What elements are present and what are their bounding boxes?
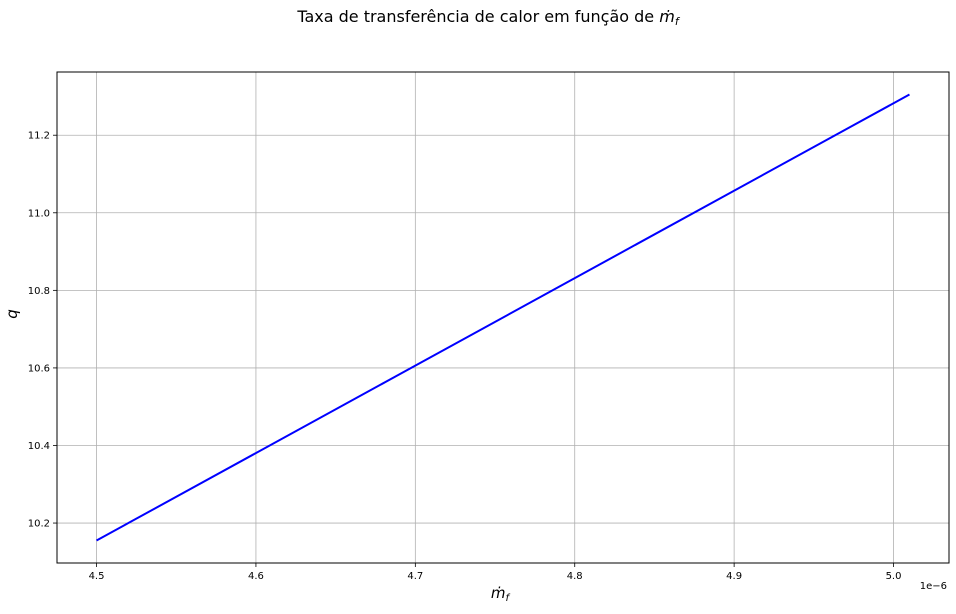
y-tick-label: 11.2 bbox=[28, 131, 50, 142]
x-tick-label: 4.5 bbox=[89, 571, 105, 582]
grid bbox=[57, 72, 949, 563]
y-tick-label: 10.4 bbox=[28, 441, 50, 452]
series-layer bbox=[96, 93, 910, 542]
y-tick-label: 10.6 bbox=[28, 363, 50, 374]
chart-title-subscript: f bbox=[675, 15, 681, 28]
x-axis-label: ṁf bbox=[491, 584, 511, 604]
y-tick-label: 10.2 bbox=[28, 519, 50, 530]
x-tick-label: 4.8 bbox=[567, 571, 583, 582]
x-axis-label-subscript: f bbox=[506, 593, 511, 604]
axes: 4.5 4.6 4.7 4.8 4.9 5.0 10.2 10.4 10.6 10.8 11.0 11… bbox=[28, 71, 950, 582]
chart-title: Taxa de transferência de calor em função… bbox=[296, 7, 681, 28]
x-tick-label: 5.0 bbox=[886, 571, 902, 582]
y-axis-label: q bbox=[3, 309, 21, 319]
chart-title-symbol: ṁ bbox=[659, 7, 675, 26]
x-axis-label-symbol: ṁ bbox=[491, 584, 506, 602]
y-tick-label: 10.8 bbox=[28, 286, 50, 297]
x-tick-label: 4.9 bbox=[726, 571, 742, 582]
chart-title-text: Taxa de transferência de calor em função… bbox=[296, 7, 659, 26]
series-line bbox=[96, 93, 910, 542]
plot-frame bbox=[56, 71, 950, 564]
x-axis-offset-label: 1e−6 bbox=[920, 581, 947, 592]
y-tick-label: 11.0 bbox=[28, 208, 50, 219]
x-tick-label: 4.6 bbox=[248, 571, 264, 582]
x-tick-label: 4.7 bbox=[407, 571, 423, 582]
